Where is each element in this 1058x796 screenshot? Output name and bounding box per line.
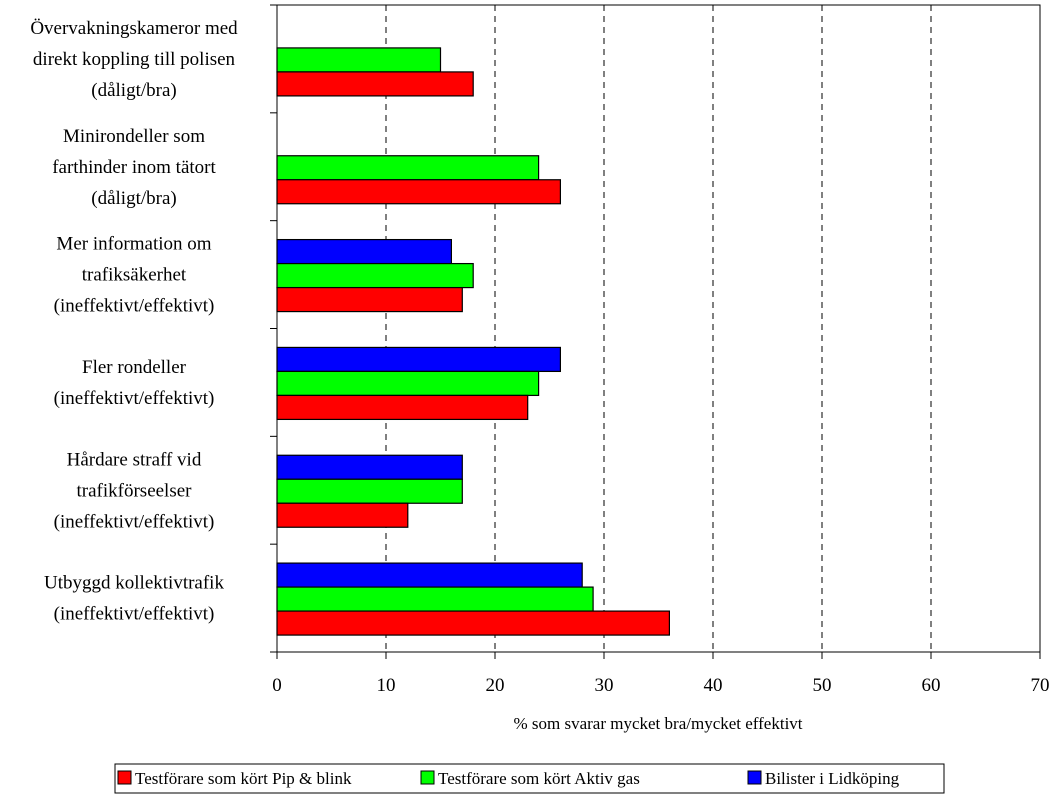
bar bbox=[276, 562, 583, 588]
x-tick-label: 50 bbox=[813, 675, 832, 696]
x-tick-label: 10 bbox=[377, 675, 396, 696]
bar bbox=[276, 346, 561, 373]
legend-label: Bilister i Lidköping bbox=[765, 769, 900, 788]
bar bbox=[276, 394, 529, 421]
bar bbox=[276, 155, 540, 181]
category-label: (ineffektivt/effektivt) bbox=[54, 388, 215, 409]
x-tick-label: 60 bbox=[922, 675, 941, 696]
legend-swatch bbox=[747, 770, 762, 785]
bar bbox=[276, 454, 463, 480]
x-tick-label: 30 bbox=[595, 675, 614, 696]
category-labels: Övervakningskameror med direkt koppling t… bbox=[30, 18, 238, 625]
category-label: trafiksäkerhet bbox=[82, 265, 187, 286]
legend: Testförare som kört Pip & blink Testförar… bbox=[114, 763, 945, 794]
category-label: (ineffektivt/effektivt) bbox=[54, 296, 215, 317]
bar bbox=[276, 47, 442, 73]
legend-swatch bbox=[420, 770, 435, 785]
gridlines bbox=[385, 5, 932, 652]
bar bbox=[276, 71, 474, 97]
legend-swatch bbox=[117, 770, 132, 785]
legend-box bbox=[114, 763, 945, 794]
legend-label: Testförare som kört Aktiv gas bbox=[438, 769, 640, 788]
bar bbox=[276, 179, 561, 205]
bar bbox=[276, 502, 409, 528]
x-tick-label: 0 bbox=[272, 675, 282, 696]
category-label: Övervakningskameror med bbox=[30, 18, 238, 39]
category-label: Fler rondeller bbox=[82, 357, 187, 378]
category-label: (dåligt/bra) bbox=[91, 80, 176, 101]
bar bbox=[276, 586, 594, 612]
bar bbox=[276, 478, 463, 504]
category-label: (ineffektivt/effektivt) bbox=[54, 604, 215, 625]
category-label: farthinder inom tätort bbox=[52, 157, 216, 178]
category-label: trafikförseelser bbox=[77, 480, 193, 501]
category-label: Hårdare straff vid bbox=[67, 449, 202, 470]
category-label: (ineffektivt/effektivt) bbox=[54, 511, 215, 532]
bar bbox=[276, 610, 670, 636]
bars bbox=[276, 47, 670, 636]
x-tick-labels: 0 10 20 30 40 50 60 70 bbox=[272, 675, 1049, 696]
category-label: Utbyggd kollektivtrafik bbox=[44, 573, 224, 594]
bar bbox=[276, 238, 452, 265]
plot-area bbox=[276, 4, 1041, 653]
legend-label: Testförare som kört Pip & blink bbox=[135, 769, 352, 788]
bar bbox=[276, 286, 463, 313]
category-label: (dåligt/bra) bbox=[91, 188, 176, 209]
x-tick-label: 20 bbox=[486, 675, 505, 696]
x-tick-label: 40 bbox=[704, 675, 723, 696]
x-axis-title: % som svarar mycket bra/mycket effektivt bbox=[513, 714, 802, 733]
bar bbox=[276, 262, 474, 289]
bar bbox=[276, 370, 540, 397]
category-label: Mer information om bbox=[56, 234, 211, 255]
axes bbox=[270, 4, 1041, 659]
category-label: direkt koppling till polisen bbox=[33, 49, 236, 70]
category-label: Minirondeller som bbox=[63, 126, 205, 147]
x-tick-label: 70 bbox=[1031, 675, 1050, 696]
